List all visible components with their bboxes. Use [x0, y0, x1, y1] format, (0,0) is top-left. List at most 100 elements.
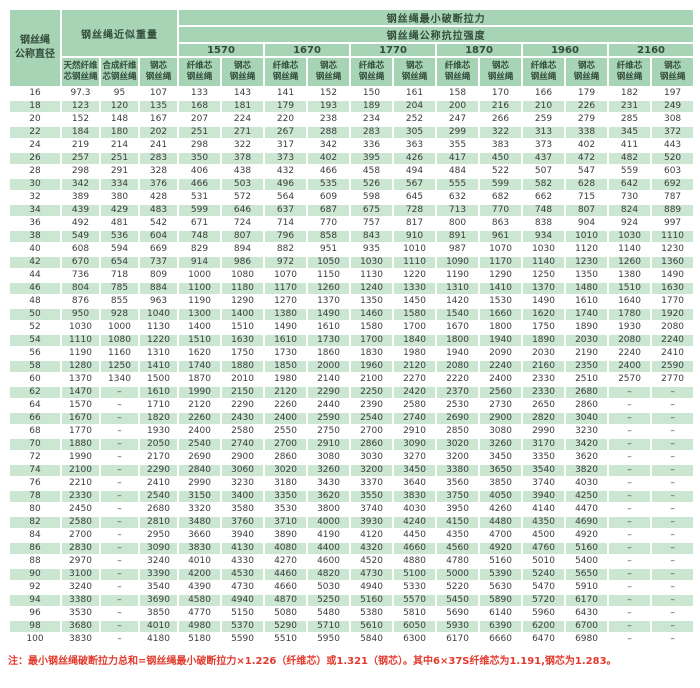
value-cell: 247 — [435, 112, 481, 127]
value-cell: 4010 — [177, 554, 223, 569]
value-cell: 1050 — [306, 255, 352, 270]
table-row: 52 1030 1000 1130 1400 1510 1490 1610 1580 1700 16… — [8, 320, 696, 335]
fiber-core-header-line1: 纤维芯 — [530, 61, 557, 71]
value-cell: 2860 — [349, 437, 395, 452]
value-cell: 863 — [478, 216, 524, 231]
value-cell: 2440 — [306, 398, 352, 413]
value-cell: 1490 — [306, 307, 352, 322]
table-row: 68 1770–1930 2400 2580 2550 2750 2700 2910 2850 3… — [8, 424, 696, 439]
value-cell: 608 — [60, 242, 101, 257]
value-cell: 150 — [349, 86, 395, 101]
value-cell: 322 — [220, 138, 266, 153]
value-cell: 1580 — [349, 320, 395, 335]
weight-core-header-line2: 芯钢丝绳 — [102, 72, 137, 82]
value-cell: 1620 — [177, 346, 223, 361]
value-cell: 1080 — [99, 333, 140, 348]
value-cell: 894 — [220, 242, 266, 257]
value-cell: 5630 — [478, 580, 524, 595]
value-cell: – — [650, 398, 696, 413]
value-cell: 809 — [137, 268, 180, 283]
value-cell: – — [650, 463, 696, 478]
table-row: 56 1190 1160 1310 1620 1750 1730 1860 1830 1980 19… — [8, 346, 696, 361]
value-cell: 1660 — [478, 307, 524, 322]
steel-core-header: 钢芯 钢丝绳 — [478, 56, 524, 88]
value-cell: 4880 — [392, 554, 438, 569]
diameter-cell: 74 — [8, 463, 62, 478]
value-cell: 1730 — [306, 333, 352, 348]
value-cell: 787 — [650, 190, 696, 205]
value-cell: 3020 — [435, 437, 481, 452]
value-cell: 5380 — [349, 606, 395, 621]
value-cell: 481 — [99, 216, 140, 231]
value-cell: 2680 — [137, 502, 180, 517]
value-cell: 1240 — [349, 281, 395, 296]
fiber-core-header-line2: 钢丝绳 — [358, 72, 385, 82]
value-cell: 1170 — [263, 281, 309, 296]
value-cell: 4520 — [349, 554, 395, 569]
value-cell: 5290 — [263, 619, 309, 634]
value-cell: 713 — [435, 203, 481, 218]
value-cell: 4010 — [137, 619, 180, 634]
diameter-cell: 46 — [8, 281, 62, 296]
diameter-cell: 70 — [8, 437, 62, 452]
diameter-cell: 98 — [8, 619, 62, 634]
table-row: 20 152 148 167 207 224 220 238 234 252 247 266 259 27… — [8, 112, 696, 127]
table-row: 78 2330–2540 3150 3400 3350 3620 3550 3830 3750 4… — [8, 489, 696, 504]
value-cell: 986 — [220, 255, 266, 270]
value-cell: 1110 — [60, 333, 101, 348]
value-cell: 891 — [435, 229, 481, 244]
value-cell: 2190 — [564, 346, 610, 361]
value-cell: 904 — [564, 216, 610, 231]
value-cell: 1150 — [306, 268, 352, 283]
value-cell: – — [607, 580, 653, 595]
value-cell: 257 — [60, 151, 101, 166]
value-cell: 1640 — [607, 294, 653, 309]
value-cell: 3180 — [263, 476, 309, 491]
value-cell: 662 — [521, 190, 567, 205]
value-cell: 3850 — [137, 606, 180, 621]
value-cell: 1930 — [607, 320, 653, 335]
value-cell: 3950 — [435, 502, 481, 517]
value-cell: 807 — [564, 203, 610, 218]
value-cell: 2240 — [607, 346, 653, 361]
value-cell: 884 — [137, 281, 180, 296]
value-cell: 547 — [564, 164, 610, 179]
value-cell: 950 — [60, 307, 101, 322]
diameter-cell: 28 — [8, 164, 62, 179]
value-cell: 2030 — [564, 333, 610, 348]
value-cell: 5960 — [521, 606, 567, 621]
value-cell: 4190 — [306, 528, 352, 543]
table-row: 28 298 291 328 406 438 432 466 458 494 484 522 507 54… — [8, 164, 696, 179]
value-cell: 549 — [60, 229, 101, 244]
value-cell: 4700 — [478, 528, 524, 543]
value-cell: 1130 — [349, 268, 395, 283]
value-cell: 1280 — [60, 359, 101, 374]
value-cell: 3800 — [306, 502, 352, 517]
table-row: 36 492 481 542 671 724 714 770 757 817 800 863 838 90… — [8, 216, 696, 231]
value-cell: – — [99, 411, 140, 426]
value-cell: 4030 — [392, 502, 438, 517]
value-cell: 238 — [306, 112, 352, 127]
value-cell: 3200 — [349, 463, 395, 478]
table-header: 钢丝绳 公称直径 钢丝绳近似重量 钢丝绳最小破断拉力 钢丝绳公称抗拉强度 157… — [8, 8, 696, 88]
diameter-cell: 44 — [8, 268, 62, 283]
value-cell: 299 — [435, 125, 481, 140]
value-cell: 1880 — [220, 359, 266, 374]
value-cell: 800 — [435, 216, 481, 231]
value-cell: 1160 — [99, 346, 140, 361]
value-cell: 2410 — [137, 476, 180, 491]
value-cell: 373 — [263, 151, 309, 166]
value-cell: 1730 — [263, 346, 309, 361]
value-cell: 226 — [564, 99, 610, 114]
value-cell: 438 — [220, 164, 266, 179]
value-cell: 628 — [564, 177, 610, 192]
value-cell: 3240 — [137, 554, 180, 569]
value-cell: 97.3 — [60, 86, 101, 101]
value-cell: 4390 — [177, 580, 223, 595]
diameter-cell: 20 — [8, 112, 62, 127]
value-cell: 224 — [220, 112, 266, 127]
value-cell: 6200 — [521, 619, 567, 634]
value-cell: 718 — [99, 268, 140, 283]
value-cell: 1510 — [177, 333, 223, 348]
